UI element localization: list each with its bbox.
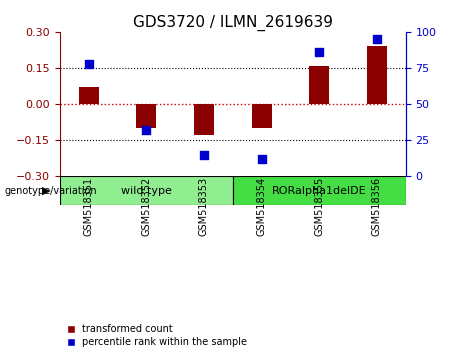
Point: [373, 36, 381, 42]
Text: GSM518355: GSM518355: [314, 176, 324, 236]
Text: GSM518352: GSM518352: [142, 176, 151, 236]
Bar: [367, 46, 387, 104]
Bar: [194, 104, 214, 136]
Text: GSM518351: GSM518351: [84, 176, 94, 235]
Bar: [136, 104, 156, 128]
Text: genotype/variation: genotype/variation: [5, 186, 97, 196]
Text: GSM518354: GSM518354: [257, 176, 266, 235]
Bar: [233, 176, 406, 205]
Bar: [309, 65, 329, 104]
Point: [315, 49, 323, 55]
Bar: [252, 104, 272, 128]
Point: [85, 61, 92, 67]
Bar: [79, 87, 99, 104]
Point: [258, 156, 266, 162]
Text: RORalpha1delDE: RORalpha1delDE: [272, 186, 366, 196]
Legend: transformed count, percentile rank within the sample: transformed count, percentile rank withi…: [65, 322, 249, 349]
Text: GSM518356: GSM518356: [372, 176, 382, 235]
Point: [200, 152, 207, 158]
Text: ▶: ▶: [41, 186, 50, 196]
Text: wild type: wild type: [121, 186, 172, 196]
Title: GDS3720 / ILMN_2619639: GDS3720 / ILMN_2619639: [133, 14, 333, 30]
Point: [142, 127, 150, 133]
Text: GSM518353: GSM518353: [199, 176, 209, 235]
Bar: [60, 176, 233, 205]
